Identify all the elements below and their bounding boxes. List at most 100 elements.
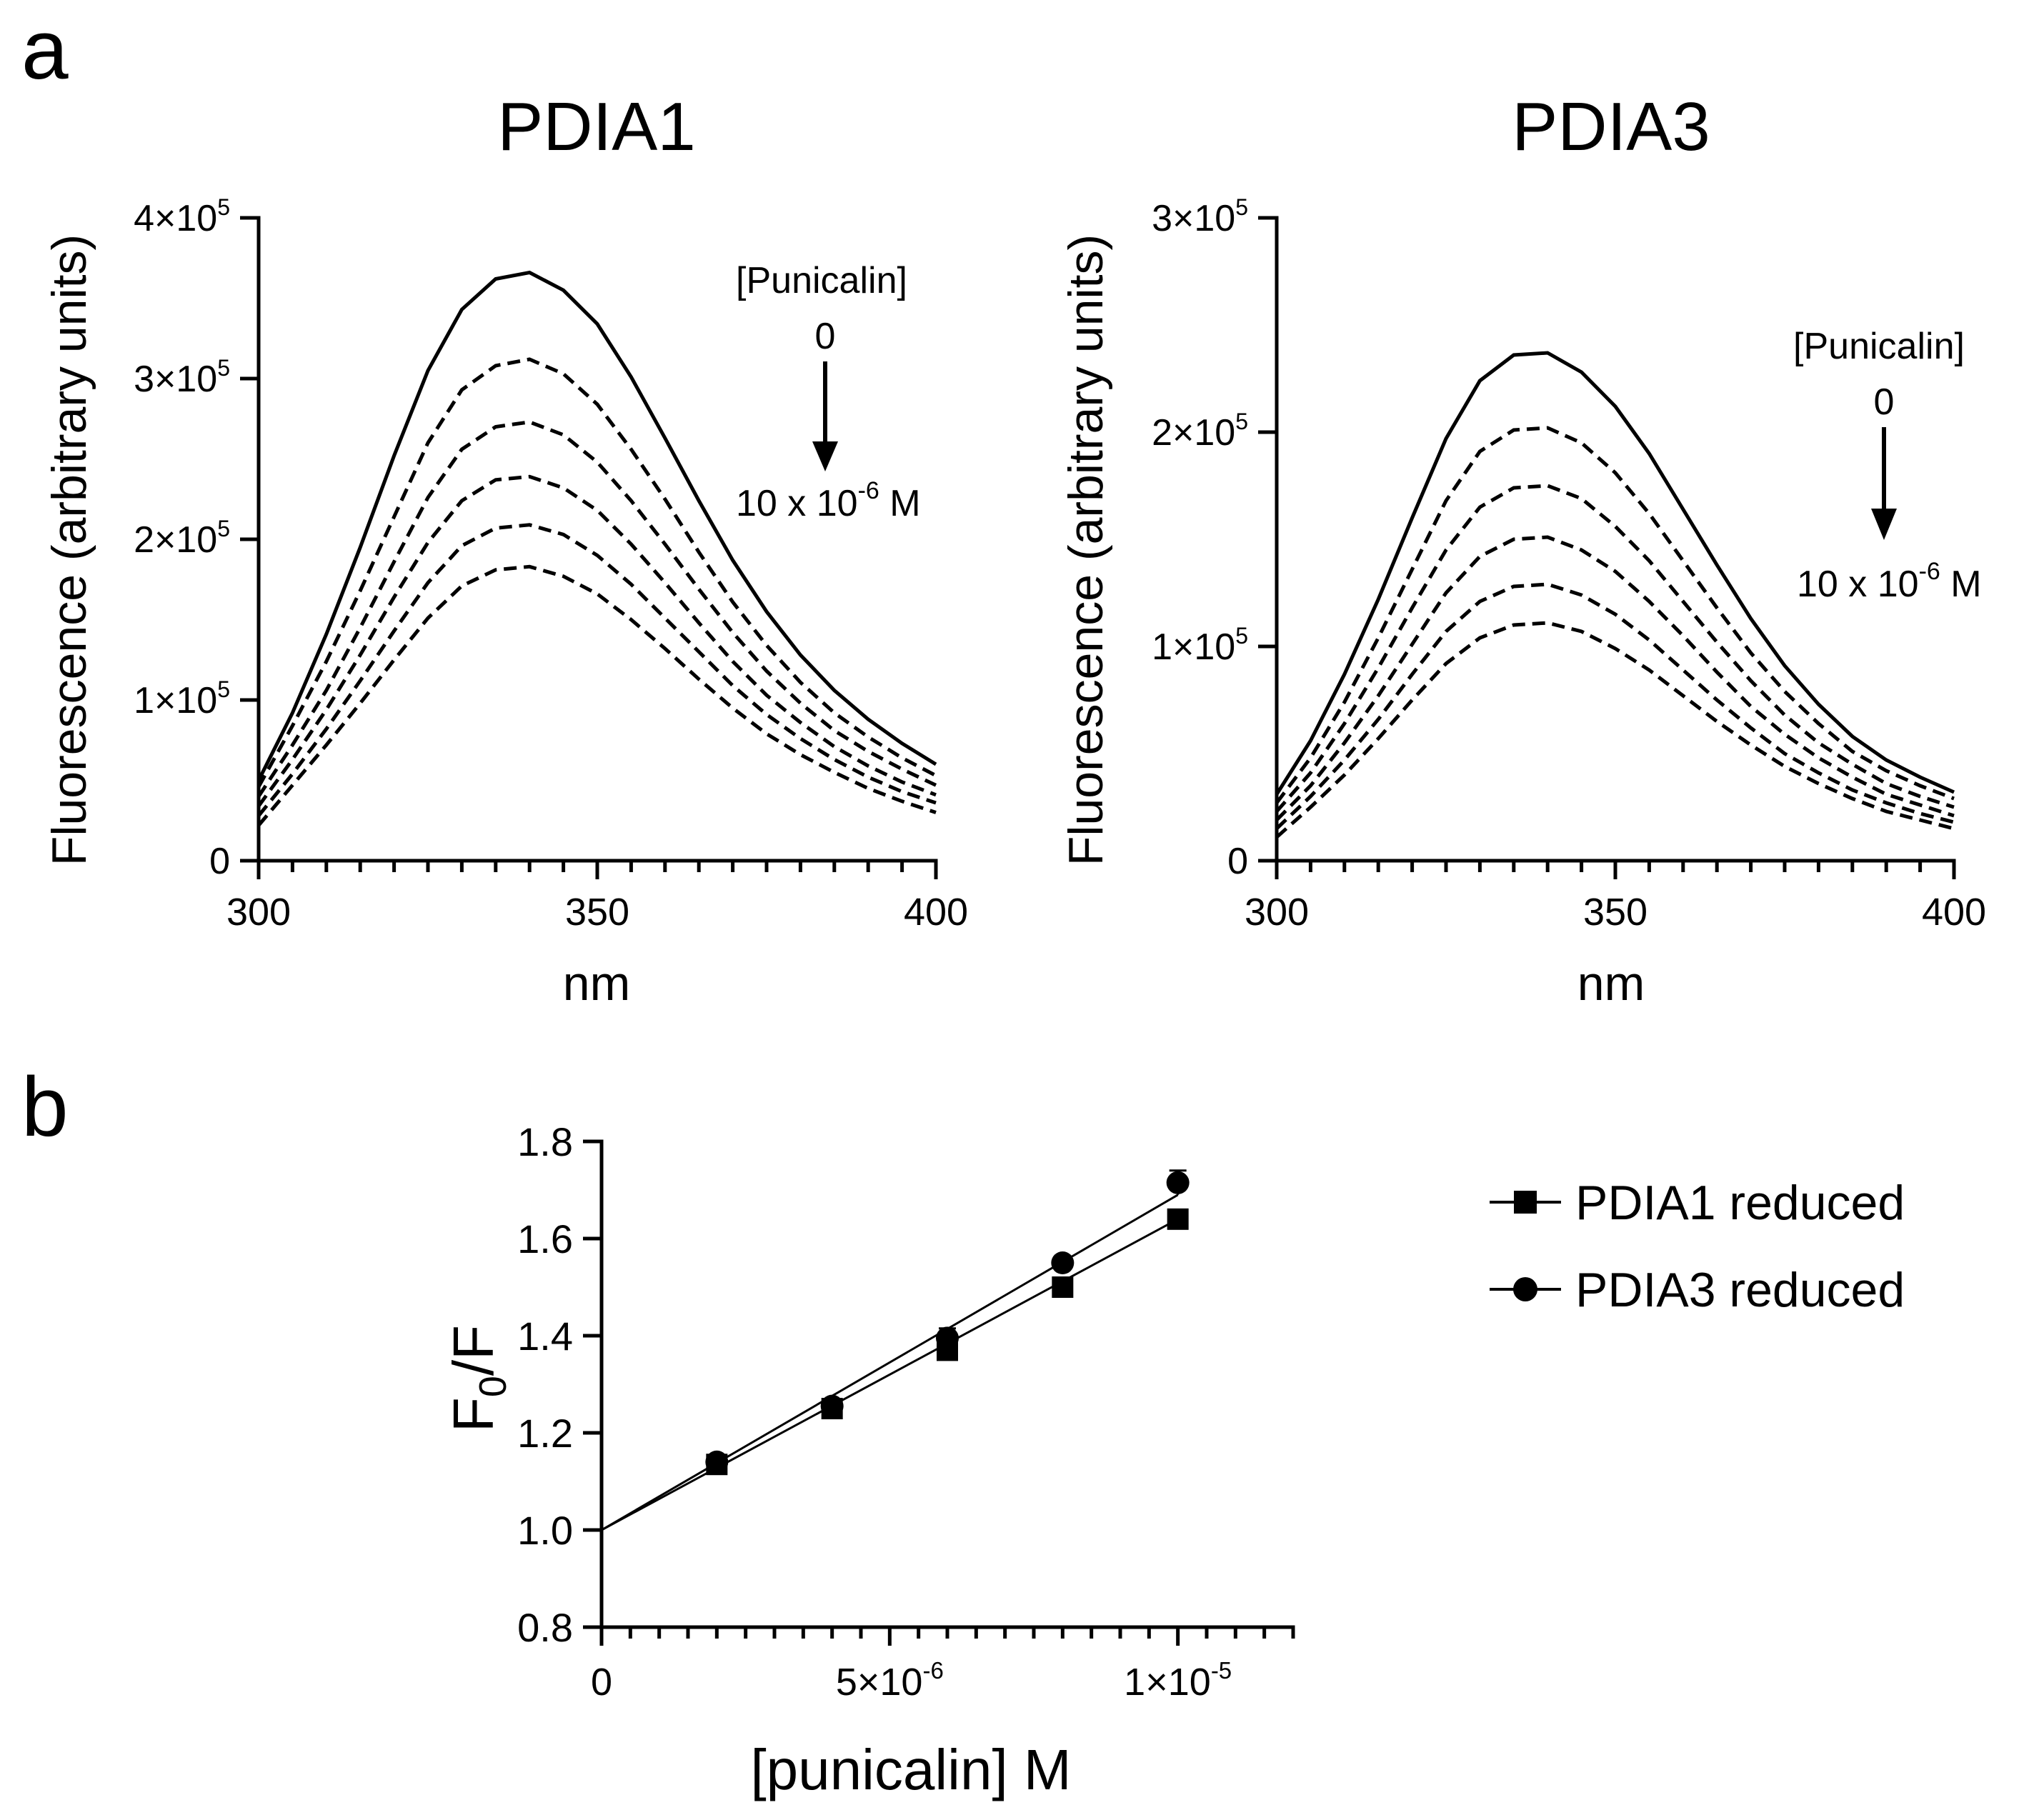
y-tick-label-exponent: 5 (1235, 623, 1248, 649)
chart-stern-volmer: F0/F [punicalin] M 0 5×10-6 1×10-50.81.01.… (442, 1119, 1905, 1801)
legend-marker-square (1514, 1191, 1537, 1214)
y-tick-label-mantissa: 3×10 (134, 359, 217, 400)
y-tick-label: 3×105 (1152, 194, 1248, 239)
annotation-title: [Punicalin] (1793, 326, 1965, 367)
x-tick-label-exponent: -5 (1211, 1657, 1232, 1684)
annotation-to: 10 x 10-6 M (736, 477, 921, 524)
annotation-to-mantissa: 10 x 10 (736, 483, 858, 524)
legend-label-pdia1: PDIA1 reduced (1575, 1176, 1905, 1230)
legend-label-pdia3: PDIA3 reduced (1575, 1263, 1905, 1317)
annotation-to-unit: M (879, 483, 921, 524)
chart-title: PDIA3 (1512, 89, 1710, 165)
data-point-square (1167, 1208, 1189, 1230)
series-line-4 (256, 420, 937, 798)
series-layer (256, 270, 937, 827)
fit-line-pdia3 (601, 1194, 1179, 1531)
chart-pdia3: PDIA3 Fluorescence (arbitrary units) nm … (1059, 89, 1986, 1011)
data-point-circle (1051, 1251, 1075, 1274)
series-line-8 (1275, 582, 1955, 830)
x-tick-label: 5×10-6 (836, 1657, 944, 1704)
x-tick-label-mantissa: 0 (591, 1661, 612, 1704)
y-axis-label-main: F (442, 1397, 505, 1432)
series-line-4 (1275, 484, 1955, 813)
series-line-2 (256, 357, 937, 788)
data-point-circle (936, 1326, 959, 1350)
chart-title: PDIA1 (497, 89, 695, 165)
panel-label-a: a (21, 3, 69, 97)
tick-layer: 0 5×10-6 1×10-5 0.8 1.0 1.2 1.4 1.6 1.8 (517, 1119, 1295, 1704)
data-point-square (1052, 1276, 1074, 1298)
data-point-circle (820, 1394, 844, 1418)
x-tick-label: 400 (904, 891, 968, 934)
annotation-to-exponent: -6 (858, 477, 879, 504)
x-tick-label: 350 (1583, 891, 1647, 934)
y-axis-label-tail: /F (442, 1325, 505, 1376)
y-tick-label-mantissa: 0 (209, 841, 230, 882)
y-tick-label-mantissa: 3×10 (1152, 198, 1235, 239)
y-tick-label: 2×105 (134, 516, 230, 561)
annotation-to: 10 x 10-6 M (1797, 558, 1982, 605)
x-axis-label: nm (563, 956, 630, 1011)
data-point-circle (705, 1450, 729, 1474)
series-line-0 (256, 270, 937, 781)
y-tick-label: 2×105 (1152, 409, 1248, 454)
annotation-from: 0 (1874, 381, 1895, 423)
y-tick-label-mantissa: 1×10 (1152, 626, 1235, 668)
series-line-2 (1275, 426, 1955, 804)
x-tick-label: 0 (591, 1661, 612, 1704)
annotation-to-unit: M (1940, 564, 1982, 605)
y-tick-label: 1.6 (517, 1216, 573, 1261)
annotation-arrow-head (812, 441, 838, 471)
x-axis-label: nm (1577, 956, 1645, 1011)
y-axis-label: F0/F (442, 1325, 514, 1432)
y-axis-label: Fluorescence (arbitrary units) (42, 234, 96, 866)
series-layer (1275, 351, 1955, 839)
series-line-10 (1275, 621, 1955, 839)
y-tick-label-mantissa: 2×10 (1152, 412, 1235, 454)
y-tick-label: 0.8 (517, 1605, 573, 1650)
y-tick-label: 4×105 (134, 194, 230, 239)
y-tick-label: 1.8 (517, 1119, 573, 1164)
series-line-6 (1275, 535, 1955, 821)
x-tick-label-exponent: -6 (922, 1657, 943, 1684)
y-tick-label-exponent: 5 (217, 194, 230, 220)
series-line-6 (256, 474, 937, 807)
x-axis-label: [punicalin] M (750, 1738, 1071, 1801)
y-tick-label-mantissa: 1×10 (134, 680, 217, 721)
series-line-8 (257, 523, 937, 817)
annotation-to-exponent: -6 (1919, 558, 1940, 585)
legend: PDIA1 reduced PDIA3 reduced (1490, 1176, 1905, 1317)
y-tick-label-exponent: 5 (217, 516, 230, 541)
y-tick-label: 0 (1227, 841, 1248, 882)
panel-label-b: b (21, 1060, 69, 1154)
legend-marker-circle (1513, 1277, 1537, 1301)
y-tick-label: 1×105 (134, 676, 230, 721)
y-tick-label-mantissa: 0 (1227, 841, 1248, 882)
y-tick-label-exponent: 5 (217, 355, 230, 381)
x-tick-label: 400 (1922, 891, 1986, 934)
y-tick-label-mantissa: 2×10 (134, 519, 217, 561)
series-line-10 (257, 564, 937, 827)
x-tick-label: 300 (1245, 891, 1309, 934)
y-tick-label: 1.0 (517, 1508, 573, 1553)
y-tick-label: 3×105 (134, 355, 230, 400)
y-tick-label: 1×105 (1152, 623, 1248, 668)
data-point-circle (1166, 1171, 1190, 1194)
x-tick-label-mantissa: 5×10 (836, 1661, 923, 1704)
x-tick-label: 1×10-5 (1124, 1657, 1232, 1704)
fit-line-pdia1 (601, 1218, 1179, 1531)
y-tick-label-mantissa: 4×10 (134, 198, 217, 239)
y-tick-label: 1.4 (517, 1314, 573, 1359)
x-tick-label: 350 (565, 891, 629, 934)
annotation-title: [Punicalin] (736, 260, 907, 301)
x-tick-label: 300 (226, 891, 291, 934)
series-line-0 (1275, 351, 1955, 796)
y-tick-label-exponent: 5 (217, 676, 230, 702)
y-tick-label-exponent: 5 (1235, 409, 1248, 434)
y-tick-label: 1.2 (517, 1411, 573, 1456)
y-axis-label-sub: 0 (472, 1376, 514, 1397)
annotation-arrow-head (1871, 509, 1897, 540)
